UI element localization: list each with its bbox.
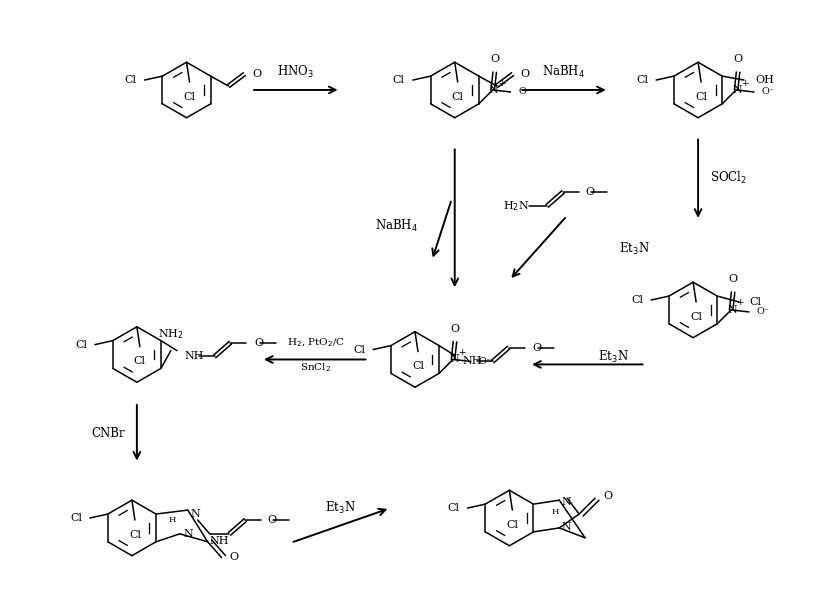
Text: +: + (741, 79, 749, 88)
Text: O: O (603, 491, 612, 501)
Text: Et$_3$N: Et$_3$N (325, 500, 356, 516)
Text: O: O (729, 274, 738, 284)
Text: Cl: Cl (70, 513, 82, 523)
Text: HNO$_3$: HNO$_3$ (277, 64, 315, 80)
Text: Et$_3$N: Et$_3$N (598, 348, 628, 365)
Text: NH: NH (185, 352, 204, 362)
Text: SnCl$_2$: SnCl$_2$ (300, 361, 331, 374)
Text: O: O (491, 54, 500, 64)
Text: O: O (252, 69, 261, 79)
Text: +: + (736, 298, 744, 307)
Text: H$_2$N: H$_2$N (503, 199, 530, 213)
Text: N: N (489, 85, 499, 95)
Text: O⁻: O⁻ (757, 307, 770, 316)
Text: O⁻: O⁻ (762, 88, 775, 96)
Text: NaBH$_4$: NaBH$_4$ (375, 218, 418, 234)
Text: N: N (727, 305, 737, 315)
Text: O⁻: O⁻ (479, 357, 492, 366)
Text: N: N (183, 529, 193, 539)
Text: Cl: Cl (353, 345, 365, 355)
Text: NaBH$_4$: NaBH$_4$ (543, 64, 585, 80)
Text: CNBr: CNBr (91, 427, 125, 440)
Text: Cl: Cl (749, 297, 761, 307)
Text: O: O (520, 69, 530, 79)
Text: Cl: Cl (393, 75, 405, 85)
Text: Cl: Cl (636, 75, 648, 85)
Text: Cl: Cl (447, 503, 460, 513)
Text: Cl: Cl (506, 520, 519, 530)
Text: Et$_3$N: Et$_3$N (618, 240, 649, 257)
Text: O: O (267, 515, 276, 525)
Text: O⁻: O⁻ (519, 88, 531, 96)
Text: O: O (533, 342, 542, 353)
Text: N: N (561, 497, 571, 507)
Text: NH: NH (210, 536, 229, 546)
Text: O: O (230, 552, 238, 561)
Text: H: H (168, 516, 176, 524)
Text: Cl: Cl (124, 75, 137, 85)
Text: O: O (451, 324, 460, 334)
Text: Cl: Cl (134, 356, 146, 367)
Text: N: N (561, 522, 571, 532)
Text: H: H (552, 508, 559, 516)
Text: SOCl$_2$: SOCl$_2$ (710, 170, 747, 186)
Text: +: + (498, 79, 505, 88)
Text: +: + (458, 348, 466, 357)
Text: Cl: Cl (631, 295, 643, 305)
Text: Cl: Cl (695, 92, 707, 102)
Text: O: O (586, 187, 595, 197)
Text: Cl: Cl (129, 530, 141, 540)
Text: NH$_2$: NH$_2$ (158, 327, 183, 341)
Text: Cl: Cl (183, 92, 196, 102)
Text: O: O (734, 54, 743, 64)
Text: NH: NH (463, 356, 482, 367)
Text: O: O (254, 338, 263, 348)
Text: Cl: Cl (690, 312, 702, 322)
Text: N: N (732, 85, 742, 95)
Text: OH: OH (755, 75, 774, 85)
Text: N: N (191, 509, 201, 519)
Text: H$_2$, PtO$_2$/C: H$_2$, PtO$_2$/C (286, 336, 344, 348)
Text: Cl: Cl (412, 361, 424, 371)
Text: Cl: Cl (452, 92, 464, 102)
Text: Cl: Cl (75, 339, 87, 350)
Text: N: N (449, 355, 459, 364)
